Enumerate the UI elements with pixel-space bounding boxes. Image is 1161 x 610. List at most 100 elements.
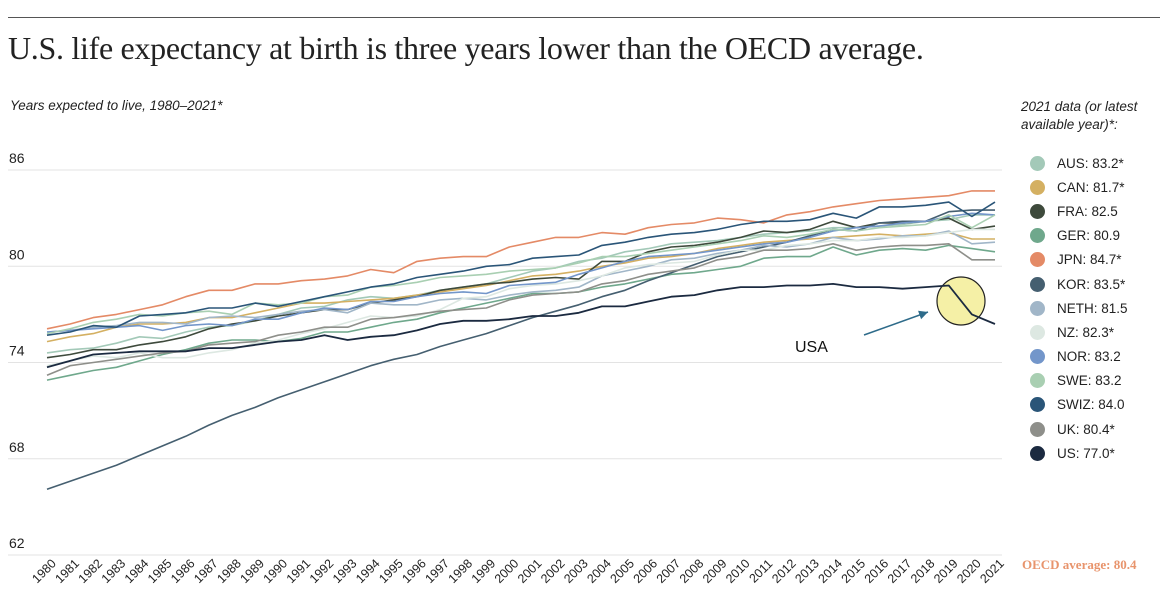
usa-annotation-label: USA: [795, 339, 828, 356]
legend-label: SWE: 83.2: [1057, 373, 1122, 389]
series-line-us: [46, 283, 996, 369]
x-tick-label: 2011: [746, 557, 775, 586]
legend-item: KOR: 83.5*: [1030, 272, 1128, 296]
x-tick-label: 2020: [954, 556, 984, 586]
legend-swatch: [1030, 203, 1045, 219]
series-line-ger: [46, 244, 996, 381]
x-tick-label: 2021: [977, 556, 1007, 586]
legend-swatch: [1030, 252, 1045, 268]
x-tick-label: 2013: [792, 556, 822, 586]
legend-label: AUS: 83.2*: [1057, 155, 1124, 171]
chart-subtitle: Years expected to live, 1980–2021*: [10, 98, 223, 113]
x-tick-label: 2000: [492, 556, 522, 586]
x-tick-label: 2016: [862, 556, 892, 586]
legend-item: GER: 80.9: [1030, 224, 1128, 248]
y-tick-label: 86: [9, 150, 25, 166]
legend-swatch: [1030, 373, 1045, 389]
legend-label: NZ: 82.3*: [1057, 324, 1115, 340]
x-tick-label: 1992: [307, 556, 337, 586]
x-tick-label: 1983: [99, 556, 129, 586]
legend-item: FRA: 82.5: [1030, 199, 1128, 223]
legend-label: FRA: 82.5: [1057, 203, 1118, 219]
legend-label: KOR: 83.5*: [1057, 276, 1126, 292]
series-line-neth: [46, 230, 996, 333]
series-line-uk: [46, 243, 995, 377]
x-tick-label: 1996: [399, 556, 429, 586]
y-tick-label: 68: [9, 439, 25, 455]
series-line-swiz: [46, 201, 996, 336]
legend-item: US: 77.0*: [1030, 441, 1128, 465]
x-tick-label: 1989: [237, 556, 267, 586]
x-tick-label: 2008: [677, 556, 707, 586]
x-tick-label: 1990: [261, 556, 291, 586]
x-tick-label: 1986: [168, 556, 198, 586]
series-line-aus: [46, 214, 995, 354]
legend-label: NETH: 81.5: [1057, 300, 1128, 316]
legend: AUS: 83.2* CAN: 81.7* FRA: 82.5 GER: 80.9 JP…: [1030, 151, 1128, 465]
legend-item: SWE: 83.2: [1030, 369, 1128, 393]
x-tick-label: 1982: [76, 556, 106, 586]
x-tick-label: 1995: [376, 556, 406, 586]
x-tick-label: 1998: [446, 556, 476, 586]
x-tick-label: 1980: [29, 556, 59, 586]
chart-title: U.S. life expectancy at birth is three y…: [8, 30, 924, 66]
x-tick-label: 1984: [122, 556, 152, 586]
usa-annotation-arrow: [863, 310, 929, 336]
x-tick-label: 2019: [931, 556, 961, 586]
x-tick-label: 2009: [700, 556, 730, 586]
legend-swatch: [1030, 349, 1045, 365]
legend-label: SWIZ: 84.0: [1057, 397, 1125, 413]
x-tick-label: 1985: [145, 556, 175, 586]
x-tick-label: 2006: [631, 556, 661, 586]
x-tick-label: 2007: [654, 556, 684, 586]
x-tick-label: 2017: [885, 556, 915, 586]
x-tick-label: 2015: [839, 556, 869, 586]
legend-item: NOR: 83.2: [1030, 345, 1128, 369]
legend-swatch: [1030, 300, 1045, 316]
series-line-swe: [46, 214, 996, 335]
series-line-jpn: [46, 190, 995, 330]
x-tick-label: 1997: [422, 556, 452, 586]
legend-label: CAN: 81.7*: [1057, 179, 1125, 195]
legend-label: GER: 80.9: [1057, 228, 1121, 244]
legend-swatch: [1030, 276, 1045, 292]
x-tick-label: 2018: [908, 556, 938, 586]
x-tick-label: 2005: [607, 556, 637, 586]
x-tick-label: 1987: [191, 556, 221, 586]
x-tick-label: 1993: [330, 556, 360, 586]
legend-label: JPN: 84.7*: [1057, 252, 1122, 268]
x-tick-label: 2012: [769, 556, 799, 586]
y-tick-label: 80: [9, 246, 25, 262]
legend-item: SWIZ: 84.0: [1030, 393, 1128, 417]
legend-item: CAN: 81.7*: [1030, 175, 1128, 199]
legend-swatch: [1030, 228, 1045, 244]
legend-swatch: [1030, 324, 1045, 340]
x-tick-label: 1991: [284, 556, 314, 586]
x-tick-label: 2010: [723, 556, 753, 586]
legend-swatch: [1030, 397, 1045, 413]
legend-item: JPN: 84.7*: [1030, 248, 1128, 272]
y-tick-label: 74: [9, 343, 25, 359]
series-line-fra: [46, 217, 996, 359]
legend-swatch: [1030, 155, 1045, 171]
x-tick-label: 2003: [561, 556, 591, 586]
legend-label: NOR: 83.2: [1057, 349, 1121, 365]
x-tick-label: 1994: [353, 556, 383, 586]
x-tick-label: 2001: [515, 556, 545, 586]
x-tick-label: 2014: [816, 556, 846, 586]
oecd-average-note: OECD average: 80.4: [1022, 557, 1137, 572]
legend-label: US: 77.0*: [1057, 445, 1115, 461]
legend-swatch: [1030, 445, 1045, 461]
legend-swatch: [1030, 179, 1045, 195]
legend-item: UK: 80.4*: [1030, 417, 1128, 441]
top-divider: [8, 17, 1160, 18]
x-tick-label: 2002: [538, 556, 568, 586]
x-tick-label: 1999: [469, 556, 499, 586]
x-tick-label: 1981: [53, 556, 83, 586]
y-tick-label: 62: [9, 535, 25, 551]
legend-swatch: [1030, 421, 1045, 437]
x-tick-label: 1988: [214, 556, 244, 586]
legend-label: UK: 80.4*: [1057, 421, 1115, 437]
legend-item: NETH: 81.5: [1030, 296, 1128, 320]
